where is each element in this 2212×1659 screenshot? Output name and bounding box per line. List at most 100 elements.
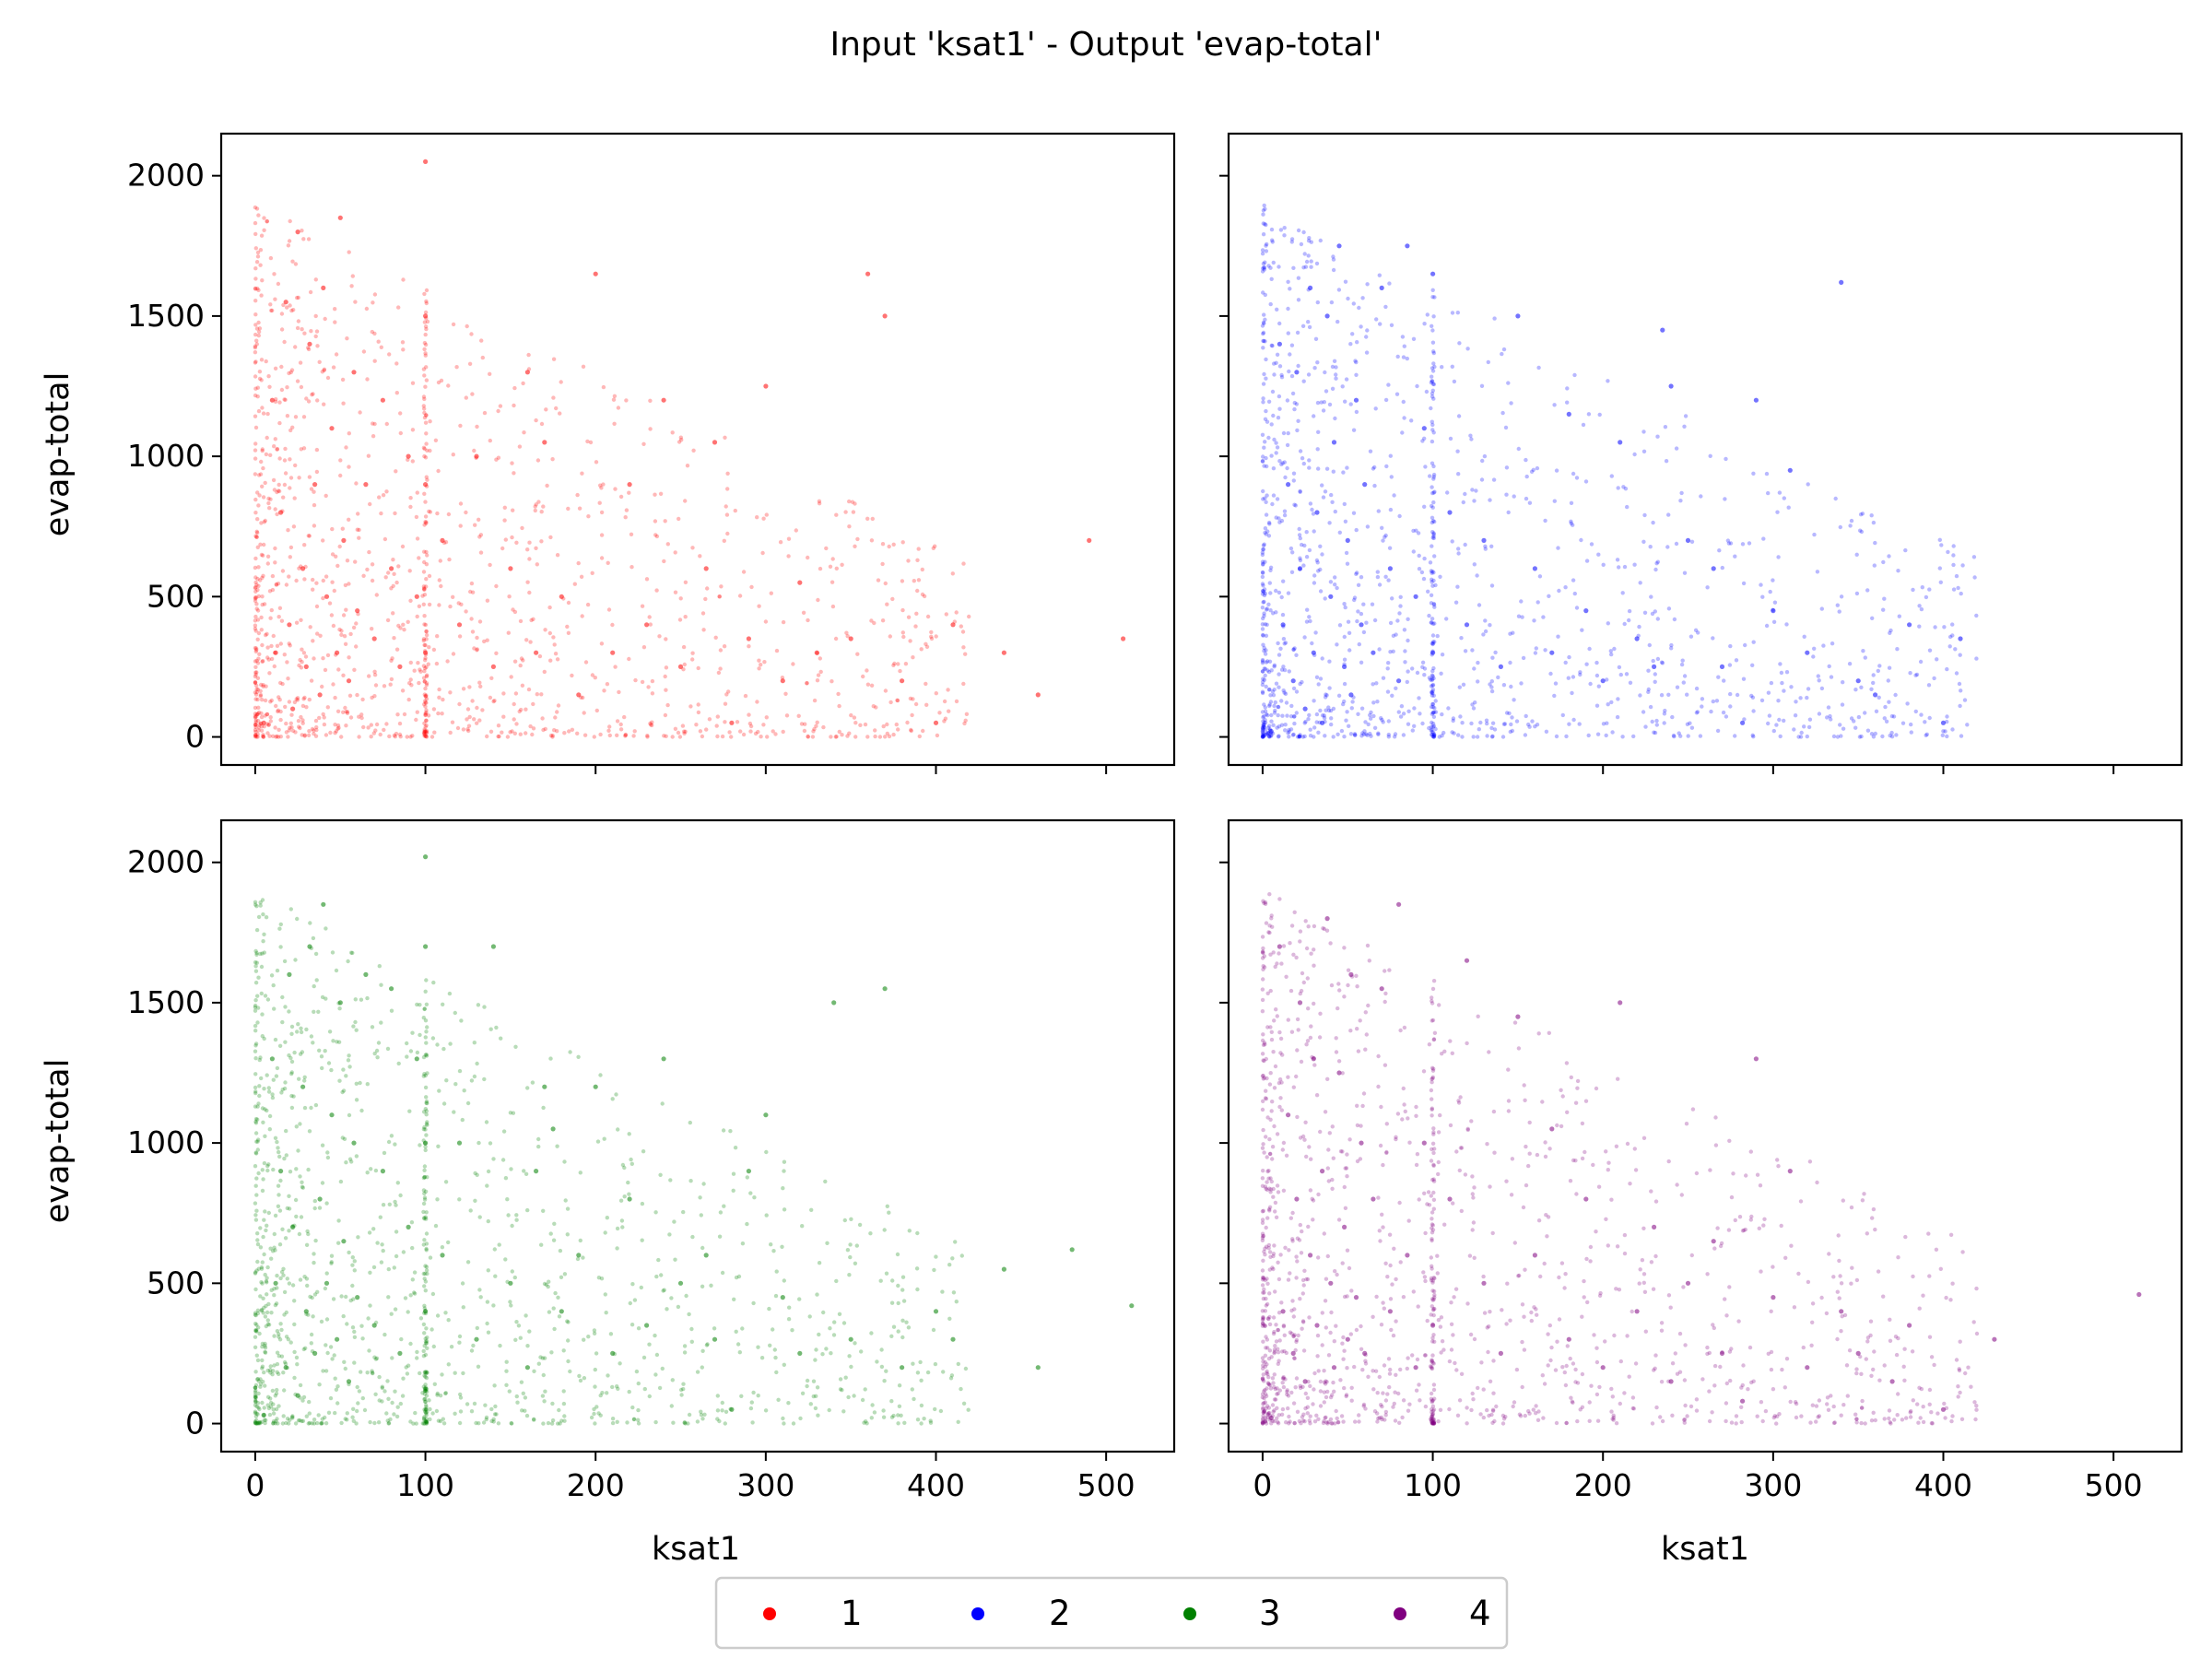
data-point [283,446,288,452]
data-point [1451,716,1456,721]
data-point [1869,513,1874,518]
data-point [1567,722,1571,726]
data-point [271,1369,276,1373]
data-point [295,916,300,922]
data-point [794,528,798,533]
data-point [1260,661,1265,665]
data-point [423,1418,428,1423]
data-point [423,1189,429,1194]
data-point [1428,560,1433,565]
data-point [423,313,429,319]
data-point [1298,535,1303,541]
data-point [1666,692,1671,697]
data-point [1260,1052,1265,1056]
y-tick-label: 0 [185,719,205,755]
data-point [326,1061,332,1065]
data-point [915,1371,921,1375]
data-point [1571,578,1576,582]
data-point [838,1387,843,1392]
data-point [336,1001,341,1006]
data-point [1316,682,1321,687]
data-point [732,1297,736,1302]
data-point [961,645,966,650]
data-point [415,1349,419,1355]
data-point [1889,730,1894,735]
data-point [1919,606,1924,612]
data-point [424,1375,429,1381]
data-point [1378,322,1382,326]
data-point [422,1191,427,1196]
data-point [1327,686,1332,690]
data-point [547,1310,552,1314]
data-point [422,1197,428,1202]
data-point [1277,672,1281,677]
data-point [288,486,292,490]
data-point [453,1371,457,1375]
data-point [374,722,380,727]
data-point [1289,373,1295,379]
data-point [1430,1141,1436,1147]
data-point [333,1410,337,1416]
data-point [344,724,348,728]
data-point [276,1332,281,1336]
data-point [256,710,262,715]
data-point [406,1224,411,1230]
data-point [478,684,483,688]
data-point [1572,372,1577,378]
data-point [375,1241,380,1245]
data-point [260,1341,265,1347]
data-point [276,1183,281,1188]
data-point [312,502,317,508]
data-point [344,1294,348,1300]
data-point [341,1239,347,1244]
data-point [1777,717,1782,723]
data-point [1646,687,1652,692]
data-point [347,1112,352,1118]
data-point [424,1407,429,1412]
data-point [570,673,574,678]
data-point [1356,609,1360,614]
data-point [255,250,261,255]
data-point [1260,730,1265,735]
data-point [1728,691,1733,697]
data-point [1583,479,1589,484]
data-point [282,959,288,964]
data-point [1724,456,1728,462]
data-point [306,733,312,737]
data-point [440,1372,444,1377]
data-point [781,729,785,735]
data-point [273,1213,278,1218]
data-point [283,471,288,476]
data-point [1860,512,1865,516]
data-point [791,1421,796,1426]
data-point [662,1288,666,1292]
data-point [265,219,269,224]
data-point [870,516,875,522]
data-point [1411,528,1416,534]
data-point [524,1171,529,1177]
data-point [741,732,747,737]
data-point [385,1379,390,1383]
data-point [518,663,523,668]
data-point [632,1298,638,1302]
data-point [1318,1404,1324,1408]
data-point [494,583,499,589]
data-point [363,971,369,977]
data-point [423,351,428,356]
data-point [551,1306,556,1311]
data-point [879,1364,885,1370]
data-point [489,1406,494,1412]
data-point [1344,377,1349,382]
data-point [470,629,476,634]
data-point [1318,677,1324,681]
data-point [257,1057,262,1063]
data-point [477,680,482,685]
data-point [1805,734,1810,739]
data-point [1856,714,1862,720]
data-point [661,1056,666,1062]
data-point [391,558,395,562]
data-point [475,424,479,429]
data-point [424,710,429,715]
data-point [255,1006,261,1010]
data-point [401,622,406,627]
